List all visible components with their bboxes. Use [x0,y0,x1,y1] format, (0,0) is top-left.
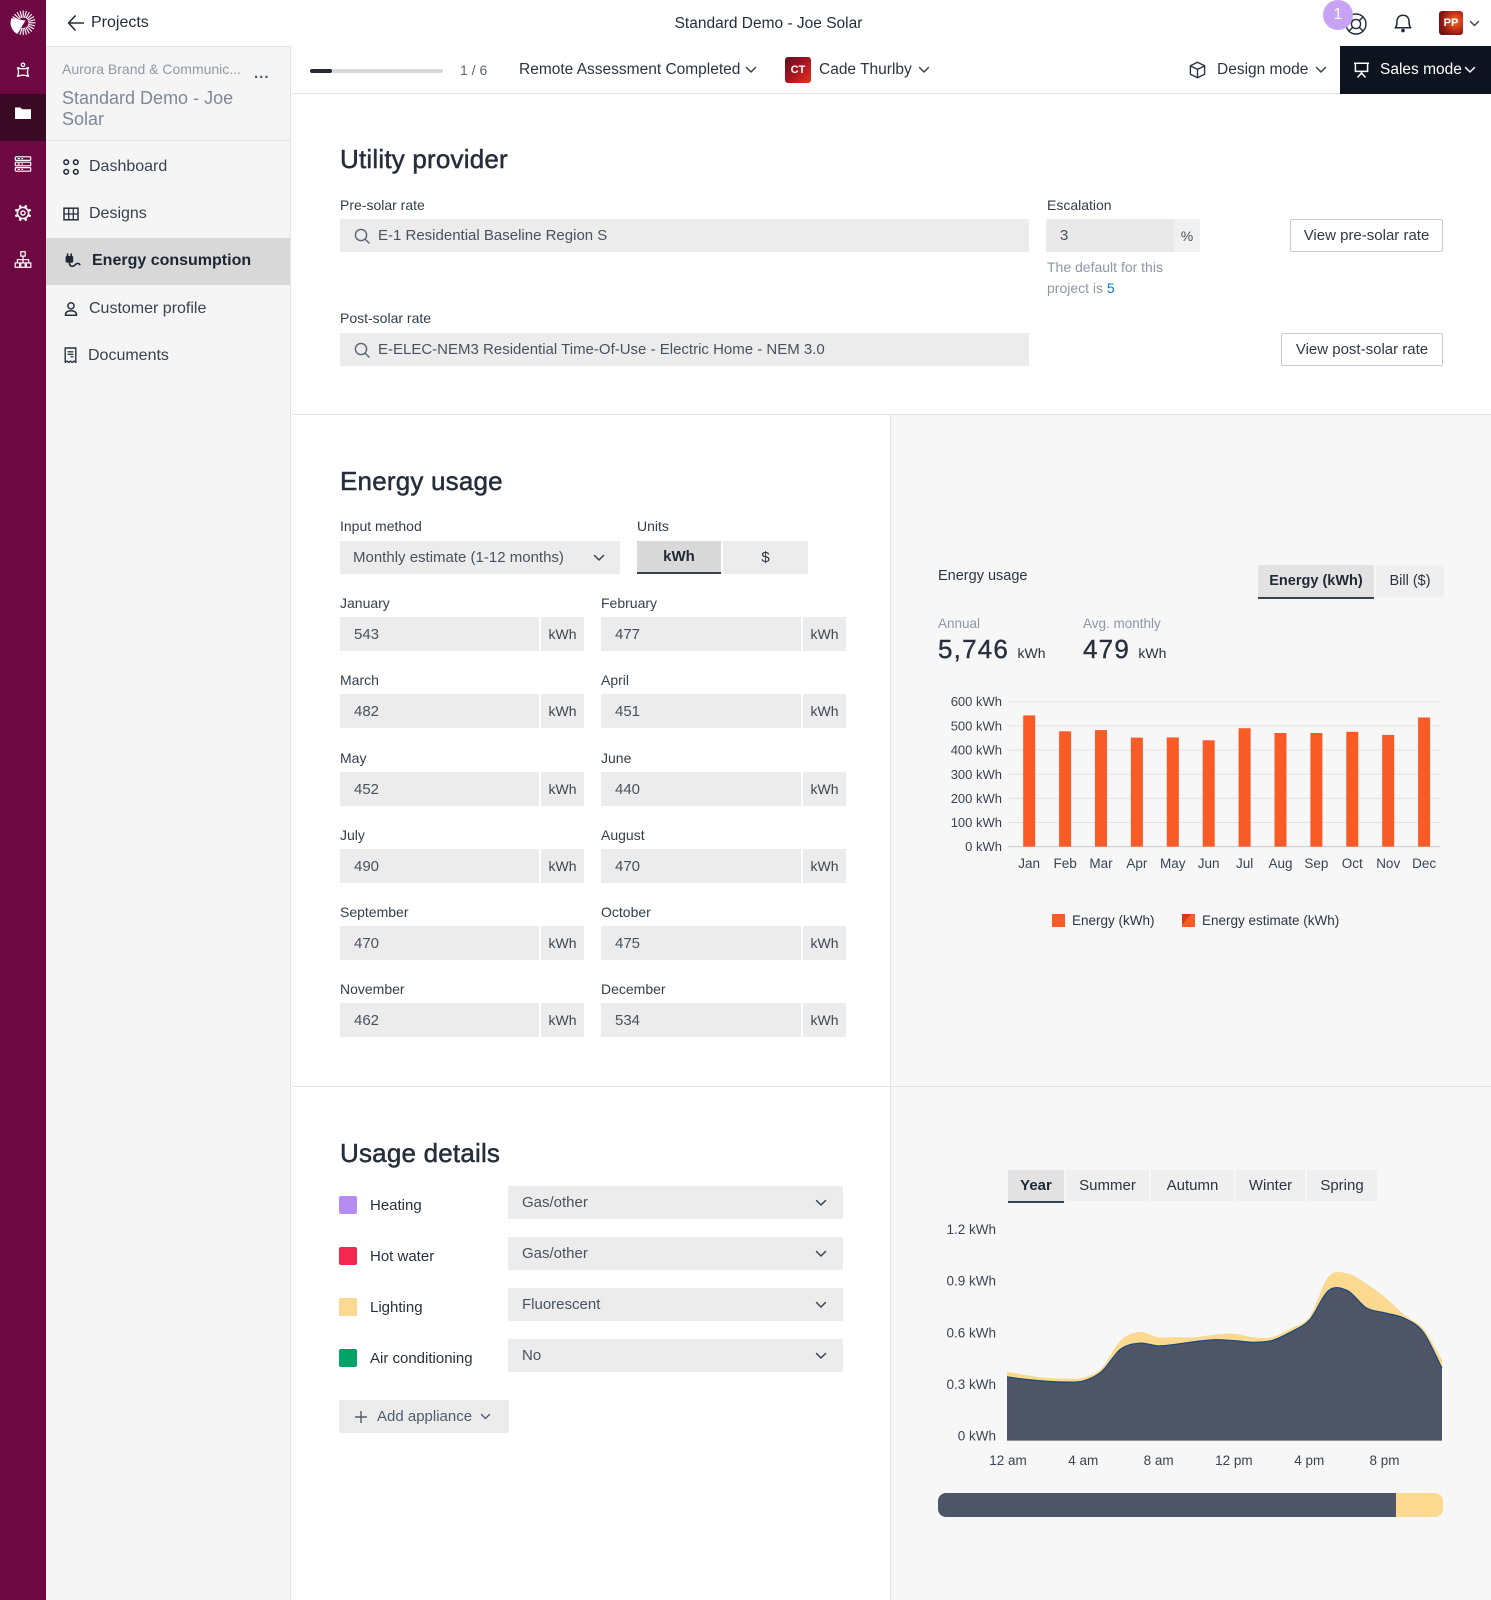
svg-text:Feb: Feb [1053,856,1076,871]
svg-text:400 kWh: 400 kWh [951,743,1002,758]
svg-text:Energy (kWh): Energy (kWh) [1072,913,1155,928]
svg-text:Aug: Aug [1268,856,1292,871]
svg-text:300 kWh: 300 kWh [951,767,1002,782]
svg-text:0.9 kWh: 0.9 kWh [946,1274,996,1289]
svg-text:Nov: Nov [1376,856,1400,871]
svg-text:12 pm: 12 pm [1215,1453,1253,1468]
svg-text:Energy estimate (kWh): Energy estimate (kWh) [1202,913,1339,928]
svg-text:Oct: Oct [1342,856,1363,871]
svg-text:100 kWh: 100 kWh [951,815,1002,830]
svg-text:0.6 kWh: 0.6 kWh [946,1326,996,1341]
svg-text:Jul: Jul [1236,856,1253,871]
svg-text:4 am: 4 am [1068,1453,1098,1468]
svg-text:Jan: Jan [1018,856,1040,871]
svg-text:0 kWh: 0 kWh [965,839,1002,854]
svg-text:8 pm: 8 pm [1369,1453,1399,1468]
svg-text:8 am: 8 am [1144,1453,1174,1468]
svg-text:0.3 kWh: 0.3 kWh [946,1377,996,1392]
svg-text:Sep: Sep [1304,856,1328,871]
svg-text:Dec: Dec [1412,856,1436,871]
svg-text:0 kWh: 0 kWh [958,1429,996,1444]
svg-text:600 kWh: 600 kWh [951,694,1002,709]
svg-text:4 pm: 4 pm [1294,1453,1324,1468]
svg-text:200 kWh: 200 kWh [951,791,1002,806]
svg-text:Apr: Apr [1126,856,1148,871]
svg-text:500 kWh: 500 kWh [951,718,1002,733]
svg-text:Mar: Mar [1089,856,1113,871]
svg-text:May: May [1160,856,1186,871]
svg-text:Jun: Jun [1198,856,1220,871]
svg-text:1.2 kWh: 1.2 kWh [946,1222,996,1237]
svg-text:12 am: 12 am [989,1453,1027,1468]
